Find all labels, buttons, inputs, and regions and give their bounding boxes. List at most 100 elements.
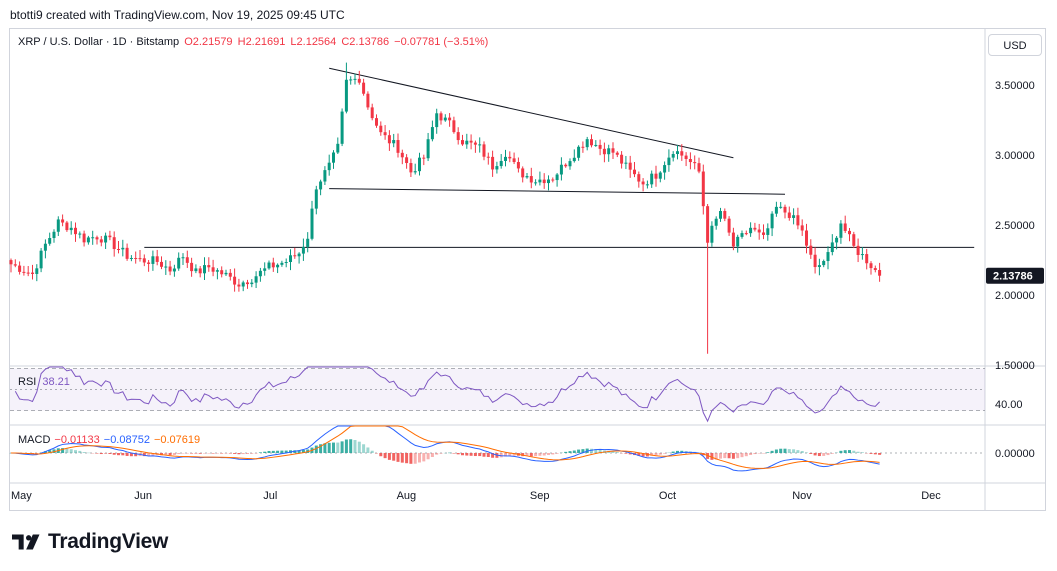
candle-body: [375, 118, 378, 126]
brand-name: TradingView: [48, 530, 169, 553]
candle-body: [349, 79, 353, 81]
candle-body: [185, 257, 189, 263]
price-tick-label: 2.50000: [995, 220, 1035, 232]
macd-histogram-bar: [852, 450, 856, 453]
candle-body: [762, 232, 765, 235]
time-tick-label: Dec: [921, 490, 941, 502]
candle-body: [31, 272, 34, 274]
macd-histogram-bar: [822, 453, 826, 456]
time-tick-label: May: [11, 490, 32, 502]
macd-histogram-bar: [456, 453, 460, 455]
candle-body: [620, 154, 624, 164]
candle-body: [839, 223, 843, 238]
candle-body: [633, 169, 636, 175]
macd-histogram-bar: [731, 453, 735, 459]
candle-body: [306, 238, 310, 247]
macd-histogram-bar: [641, 453, 645, 457]
macd-histogram-bar: [413, 453, 417, 464]
chart-frame[interactable]: [9, 28, 1046, 511]
candle-body: [538, 179, 542, 183]
candle-body: [319, 181, 323, 190]
candle-body: [680, 151, 684, 156]
macd-histogram-bar: [873, 453, 877, 455]
candle-body: [667, 157, 671, 166]
macd-histogram-bar: [301, 449, 305, 453]
candle-body: [336, 143, 340, 153]
rsi-value: 38.21: [42, 376, 70, 388]
macd-histogram-bar: [323, 443, 327, 453]
macd-histogram-bar: [839, 450, 843, 453]
candle-body: [568, 161, 572, 167]
candle-body: [835, 237, 839, 243]
candle-body: [624, 162, 628, 164]
macd-histogram-bar: [719, 453, 722, 459]
macd-histogram-bar: [233, 453, 237, 454]
close-value: C2.13786: [341, 36, 390, 48]
candle-body: [714, 218, 718, 226]
macd-histogram-bar: [779, 448, 783, 453]
candle-body: [267, 262, 271, 269]
macd-histogram-bar: [194, 453, 198, 454]
macd-histogram-bar: [121, 453, 125, 456]
macd-line: [10, 425, 880, 472]
candle-body: [203, 265, 206, 274]
candle-body: [43, 243, 47, 251]
macd-histogram-bar: [344, 439, 348, 453]
candle-body: [387, 135, 391, 144]
candle-body: [590, 139, 593, 146]
candle-body: [65, 222, 69, 231]
macd-histogram-bar: [74, 450, 77, 453]
macd-histogram-bar: [112, 453, 116, 455]
candle-body: [753, 227, 757, 230]
candle-body: [220, 270, 224, 275]
macd-histogram-bar: [366, 447, 370, 453]
macd-histogram-bar: [228, 453, 232, 454]
candle-body: [542, 179, 546, 184]
candle-body: [783, 206, 787, 213]
candle-body: [650, 173, 654, 185]
macd-histogram-bar: [396, 453, 400, 462]
macd-histogram-bar: [452, 453, 456, 454]
low-value: L2.12564: [290, 36, 337, 48]
price-axis: 3.50000 3.00000 2.50000 2.00000 1.50000 2.137…: [986, 80, 1044, 372]
candle-body: [379, 125, 383, 133]
candle-body: [383, 132, 387, 136]
candle-body: [473, 142, 477, 145]
macd-histogram-bar: [362, 444, 366, 453]
macd-histogram-bar: [203, 453, 206, 454]
macd-histogram-bar: [749, 453, 753, 455]
candle-body: [529, 176, 533, 183]
candle-body: [637, 174, 641, 182]
currency-button[interactable]: USD: [988, 34, 1042, 56]
candle-body: [534, 182, 538, 184]
macd-histogram-bar: [826, 453, 830, 456]
candle-body: [228, 272, 232, 277]
macd-histogram-bar: [185, 453, 189, 454]
macd-histogram-bar: [443, 452, 447, 454]
macd-histogram-bar: [628, 453, 632, 455]
candle-body: [435, 113, 439, 128]
candle-body: [869, 263, 873, 269]
time-tick-label: Oct: [659, 490, 676, 502]
macd-histogram-bar: [86, 452, 90, 454]
candle-body: [448, 117, 452, 121]
candle-body: [727, 218, 731, 233]
candle-body: [323, 170, 327, 182]
candle-body: [190, 262, 194, 272]
macd-histogram-bar: [357, 441, 361, 453]
macd-histogram-bar: [151, 453, 155, 456]
candle-body: [766, 228, 770, 235]
macd-histogram-bar: [78, 450, 82, 453]
candle-body: [800, 225, 804, 231]
candle-body: [873, 268, 877, 270]
macd-histogram-bar: [508, 453, 512, 456]
macd-histogram-bar: [835, 452, 839, 454]
macd-histogram-bar: [117, 453, 120, 456]
macd-histogram-bar: [594, 449, 598, 453]
macd-histogram-bar: [680, 450, 684, 453]
macd-histogram-bar: [125, 453, 129, 456]
macd-histogram-bar: [215, 453, 219, 454]
candle-body: [151, 256, 155, 264]
macd-histogram-bar: [224, 453, 228, 454]
